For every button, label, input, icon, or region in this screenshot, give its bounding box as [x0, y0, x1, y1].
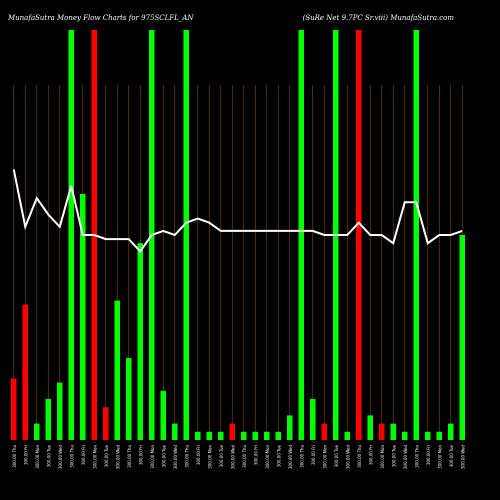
bar-up	[310, 399, 316, 440]
x-tick-label: 300.00 Fri	[253, 445, 258, 465]
x-tick-label: 300.00 Mon	[207, 445, 212, 469]
bar-up	[298, 30, 304, 440]
x-tick-label: 300.00 Tue	[104, 444, 109, 467]
money-flow-polyline	[12, 169, 463, 253]
bar-down	[103, 407, 109, 440]
x-tick-label: 300.00 Fri	[196, 445, 201, 465]
x-tick-label: 300.00 Fri	[23, 445, 28, 465]
bar-up	[218, 431, 224, 440]
bar-up	[241, 431, 247, 440]
x-tick-label: 300.00 Mon	[380, 445, 385, 469]
bar-up	[413, 30, 419, 440]
bar-up	[172, 423, 178, 440]
bar-up	[344, 431, 350, 440]
x-tick-label: 300.00 Fri	[138, 445, 143, 465]
x-tick-label: 300.00 Tue	[161, 444, 166, 467]
bar-down	[379, 423, 385, 440]
bar-up	[137, 243, 143, 440]
bar-up	[436, 431, 442, 440]
bar-up	[195, 431, 201, 440]
bar-up	[287, 415, 293, 440]
x-tick-label: 300.00 Mon	[322, 445, 327, 469]
bar-up	[68, 30, 74, 440]
x-tick-label: 300.00 Thu	[184, 445, 189, 468]
x-tick-label: 300.00 Tue	[449, 444, 454, 467]
x-tick-label: 300.00 Thu	[242, 445, 247, 468]
x-tick-label: 300.00 Fri	[426, 445, 431, 465]
bar-up	[126, 358, 132, 440]
x-tick-label: 300.00 Wed	[288, 445, 293, 469]
bar-up	[448, 423, 454, 440]
bar-up	[57, 382, 63, 440]
bar-up	[367, 415, 373, 440]
x-tick-label: 300.00 Wed	[173, 445, 178, 469]
x-tick-label: 300.00 Wed	[230, 445, 235, 469]
bar-down	[11, 378, 17, 440]
bar-down	[22, 304, 28, 440]
money-flow-line	[12, 169, 463, 253]
chart-title-left: MunafaSutra Money Flow Charts for 975SCL…	[8, 14, 194, 22]
bar-down	[229, 423, 235, 440]
x-tick-label: 300.00 Tue	[276, 444, 281, 467]
bar-up	[275, 431, 281, 440]
bar-up	[459, 235, 465, 440]
chart-title-right: (SuRe Net 9.7PC Sr.viii) MunafaSutra.com	[302, 14, 454, 22]
bar-up	[252, 431, 258, 440]
x-tick-label: 300.00 Wed	[115, 445, 120, 469]
bar-up	[183, 30, 189, 440]
x-tick-label: 300.00 Tue	[334, 444, 339, 467]
bar-series	[11, 30, 465, 440]
x-tick-label: 300.00 Mon	[150, 445, 155, 469]
x-tick-label: 300.00 Mon	[92, 445, 97, 469]
bar-up	[114, 300, 120, 440]
x-tick-label: 300.00 Tue	[391, 444, 396, 467]
x-tick-label: 300.00 Tue	[46, 444, 51, 467]
bar-up	[264, 431, 270, 440]
bar-up	[80, 194, 86, 440]
x-tick-label: 300.00 Wed	[58, 445, 63, 469]
x-tick-label: 300.00 Fri	[81, 445, 86, 465]
bar-down	[356, 30, 362, 440]
x-tick-label: 300.00 Tue	[219, 444, 224, 467]
x-tick-label: 300.00 Thu	[127, 445, 132, 468]
x-tick-label: 300.00 Thu	[69, 445, 74, 468]
x-tick-label: 300.00 Wed	[403, 445, 408, 469]
x-tick-label: 300.00 Thu	[299, 445, 304, 468]
x-tick-label: 300.00 Mon	[437, 445, 442, 469]
bar-down	[321, 423, 327, 440]
bar-up	[402, 431, 408, 440]
bar-up	[206, 431, 212, 440]
x-tick-label: 300.00 Wed	[460, 445, 465, 469]
x-tick-label: 300.00 Fri	[311, 445, 316, 465]
bar-up	[34, 423, 40, 440]
bar-up	[425, 431, 431, 440]
x-tick-label: 300.00 Thu	[12, 445, 17, 468]
x-tick-label: 300.00 Fri	[368, 445, 373, 465]
bar-up	[390, 423, 396, 440]
bar-up	[160, 390, 166, 440]
x-tick-label: 300.00 Wed	[345, 445, 350, 469]
x-tick-labels: 300.00 Thu 300.00 Fri 300.00 Mon 300.00 Tue…	[12, 444, 466, 469]
x-tick-label: 300.00 Thu	[357, 445, 362, 468]
x-tick-label: 300.00 Mon	[35, 445, 40, 469]
x-tick-label: 300.00 Mon	[265, 445, 270, 469]
x-tick-label: 300.00 Thu	[414, 445, 419, 468]
bar-up	[45, 399, 51, 440]
